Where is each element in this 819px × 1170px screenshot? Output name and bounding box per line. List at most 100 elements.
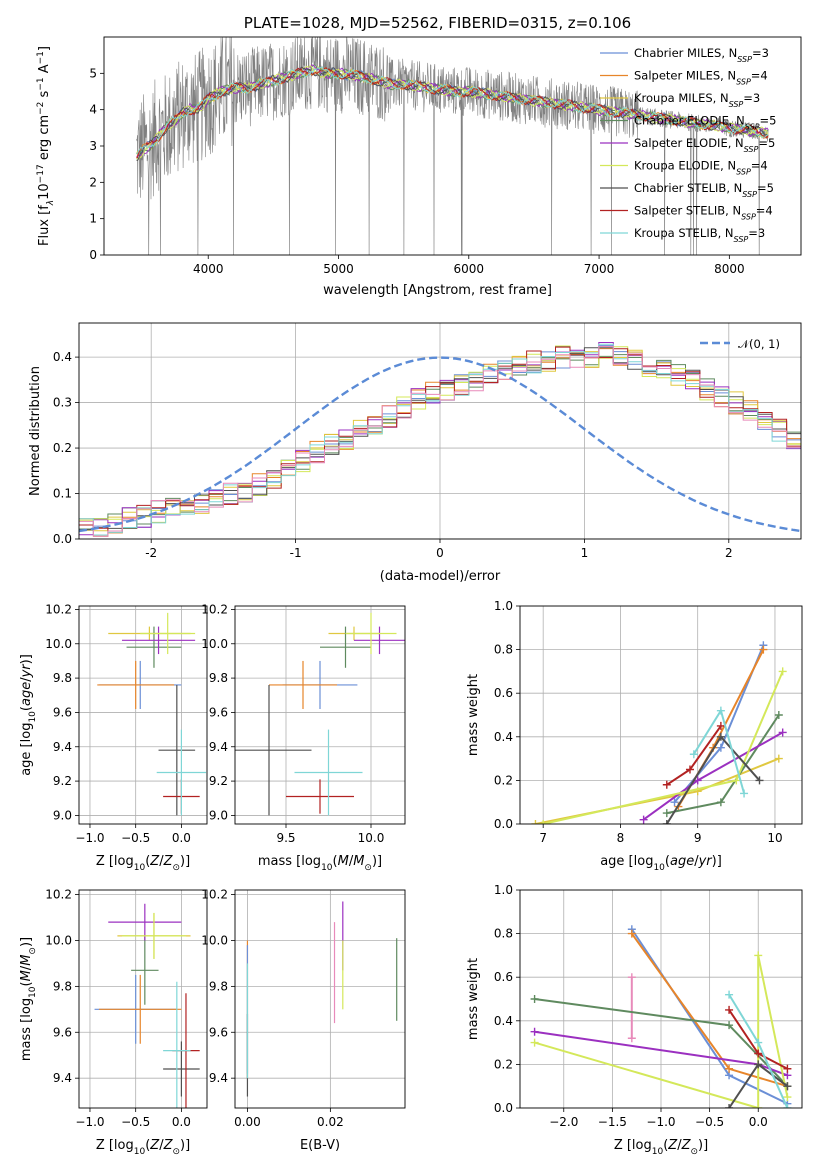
legend-nssp-prefix: , N: [728, 136, 744, 150]
label-part: Z [log: [96, 854, 134, 869]
label-part: 10: [321, 863, 333, 873]
weight-point-marker: [627, 929, 636, 938]
panel-z-age: −1.0 −0.5 0.0 9.0 9.2 9.4 9.6 9.8 10.0 10.2: [45, 602, 208, 845]
weight-point-marker: [755, 776, 764, 785]
label-part: 10: [28, 711, 38, 723]
legend-entry: Chabrier MILES, NSSP=3: [634, 46, 769, 64]
label-part: ⊙: [364, 863, 372, 873]
weight-point-marker: [530, 995, 539, 1003]
y-axis-label: age [log10(age/yr)]: [19, 654, 38, 776]
chart-title: PLATE=1028, MJD=52562, FIBERID=0315, z=0…: [244, 14, 631, 32]
weight-point-marker: [539, 820, 548, 824]
label-part: 10: [37, 183, 52, 200]
panel-age-weight: 7 8 9 10 0.0 0.2 0.4 0.6 0.8 1.0: [494, 599, 803, 845]
label-part: −1: [36, 77, 46, 90]
model-spectrum-line: [136, 64, 769, 158]
plot-area: [235, 606, 405, 824]
label-part: ⊙: [172, 1147, 180, 1157]
x-axis-label: age [log10(age/yr)]: [600, 854, 722, 873]
x-tick-label: 10.0: [358, 831, 385, 845]
axes-frame: [519, 889, 803, 1109]
y-tick-label: 0.1: [53, 487, 72, 501]
legend-entry: Chabrier STELIB, NSSP=5: [634, 181, 774, 199]
weight-series-line: [673, 644, 765, 803]
y-tick-label: 0.6: [494, 686, 513, 700]
model-spectrum-line: [136, 66, 769, 154]
x-tick-label: 6000: [454, 262, 485, 276]
y-axis-label: mass [log10(M/M⊙)]: [19, 937, 38, 1061]
legend-label: Kroupa STELIB: [634, 226, 718, 240]
weight-point-marker: [531, 820, 540, 824]
x-tick-label: −0.5: [695, 1115, 724, 1129]
legend-nssp-sub: SSP: [737, 55, 752, 64]
x-tick-label: 7000: [584, 262, 615, 276]
label-part: )]: [19, 654, 34, 664]
legend-nssp-sub: SSP: [734, 235, 749, 244]
legend-label: Chabrier STELIB: [634, 181, 726, 195]
label-part: Z: [681, 1138, 692, 1153]
axes-frame: [78, 605, 208, 825]
label-part: (: [663, 1138, 668, 1153]
panel-mass-age: 9.5 10.0 9.0 9.2 9.4 9.6 9.8 10.0 10.2: [201, 602, 406, 845]
y-tick-label: 1.0: [494, 883, 513, 897]
y-tick-label: 9.8: [53, 671, 72, 685]
legend-label: Kroupa ELODIE: [634, 159, 720, 173]
axes-frame: [78, 322, 802, 540]
weight-point-marker: [754, 1049, 763, 1058]
y-tick-label: 9.4: [53, 1071, 72, 1085]
weight-point-marker: [670, 798, 679, 807]
x-tick-label: 0.0: [172, 1115, 191, 1129]
y-tick-label: 0.2: [494, 773, 513, 787]
legend-nssp-value: =3: [752, 46, 769, 60]
y-tick-label: 9.6: [53, 1025, 72, 1039]
x-tick-label: −0.5: [121, 831, 150, 845]
x-axis-label: E(B-V): [300, 1138, 340, 1153]
y-axis-label: Normed distribution: [28, 366, 43, 496]
weight-point-marker: [783, 1064, 792, 1073]
label-part: M: [338, 854, 349, 869]
legend-label: Salpeter ELODIE: [634, 136, 728, 150]
label-part: /: [159, 1138, 164, 1153]
legend-nssp-prefix: , N: [726, 181, 742, 195]
plot-area: [520, 606, 802, 824]
legend-nssp-prefix: , N: [713, 91, 729, 105]
weight-point-marker: [725, 1104, 734, 1108]
panel-ebv-mass: 0.00 0.02 9.4 9.6 9.8 10.0 10.2: [201, 888, 406, 1129]
weight-point-marker: [693, 776, 702, 785]
weight-point-marker: [778, 728, 787, 737]
label-part: 10: [652, 1147, 664, 1157]
x-tick-label: −1.0: [75, 1115, 104, 1129]
x-axis-label: (data-model)/error: [380, 569, 501, 584]
legend-nssp-prefix: , N: [720, 159, 736, 173]
y-tick-label: 9.4: [209, 740, 228, 754]
label-part: mass [log: [258, 854, 321, 869]
y-tick-label: 9.0: [209, 808, 228, 822]
label-part: )]: [372, 854, 382, 869]
label-part: ⊙: [690, 1147, 698, 1157]
label-part: 10: [653, 863, 665, 873]
legend-label: Chabrier MILES: [634, 46, 721, 60]
label-part: mass [log: [19, 998, 34, 1061]
label-part: yr: [698, 854, 714, 869]
legend-nssp-sub: SSP: [745, 122, 760, 131]
legend-nssp-value: =4: [751, 159, 768, 173]
y-tick-label: 10.2: [201, 888, 228, 902]
x-tick-label: 0.0: [172, 831, 191, 845]
label-part: (: [145, 854, 150, 869]
y-tick-label: 0.2: [53, 441, 72, 455]
panel-spectrum: 4000 5000 6000 7000 8000 0 1 2 3 4 5: [89, 36, 802, 276]
panel-residuals: -2 -1 0 1 2 0.0 0.1 0.2 0.3 0.4: [53, 322, 802, 560]
legend-label: 𝒩(0, 1): [738, 337, 780, 351]
y-tick-label: 9.6: [209, 1025, 228, 1039]
label-part: ⊙: [172, 863, 180, 873]
y-tick-label: 0.6: [494, 970, 513, 984]
y-tick-label: 5: [89, 66, 97, 80]
model-spectrum-line: [136, 65, 769, 160]
weight-point-marker: [774, 711, 783, 719]
y-tick-label: 0.0: [53, 532, 72, 546]
legend-entry: Salpeter MILES, NSSP=4: [634, 69, 768, 87]
y-tick-label: 9.8: [53, 979, 72, 993]
histogram-step-line: [79, 346, 801, 532]
x-tick-label: 9: [694, 831, 702, 845]
legend-nssp-sub: SSP: [741, 212, 756, 221]
